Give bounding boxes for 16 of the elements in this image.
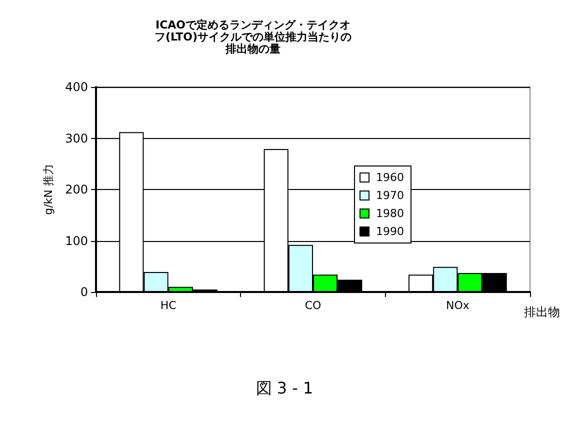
legend-label: 1990 — [376, 225, 404, 238]
y-tick-label: 400 — [65, 80, 88, 94]
x-tick-label: CO — [304, 299, 322, 312]
y-tick-label: 200 — [65, 182, 88, 196]
y-tick-label: 100 — [65, 234, 88, 248]
y-axis-title: g/kN 推力 — [42, 164, 55, 215]
y-tick-label: 0 — [80, 285, 88, 299]
legend-label: 1960 — [376, 171, 404, 184]
chart-title: ICAOで定めるランディング・テイクオフ(LTO)サイクルでの単位推力当たりの排出物の量 — [154, 18, 352, 56]
legend-label: 1970 — [376, 189, 404, 202]
x-tick-label: NOx — [446, 299, 470, 312]
x-axis-title: 排出物 — [524, 305, 560, 319]
x-tick-label: HC — [160, 299, 177, 312]
legend-label: 1980 — [376, 207, 404, 220]
caption: 図 3 - 1 — [256, 378, 314, 398]
y-tick-label: 300 — [65, 131, 88, 146]
